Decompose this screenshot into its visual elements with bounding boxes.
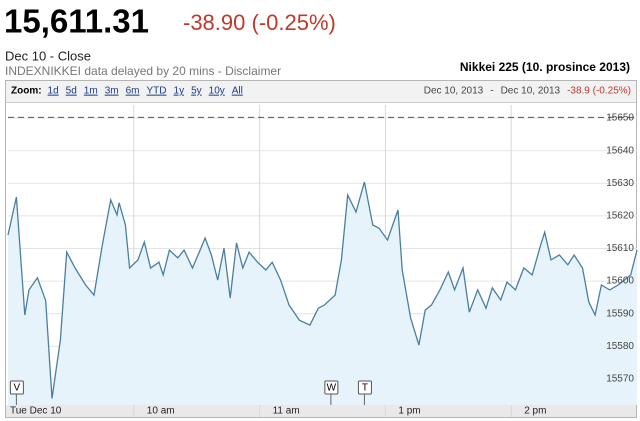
delay-note: INDEXNIKKEI data delayed by 20 mins - Di…	[5, 64, 281, 78]
y-tick-label: 15640	[606, 145, 634, 156]
x-tick-label: 1 pm	[398, 406, 420, 417]
price-change: -38.90 (-0.25%)	[183, 10, 336, 35]
zoom-option[interactable]: 5y	[191, 86, 202, 97]
range-end: Dec 10, 2013	[501, 86, 561, 97]
zoom-label: Zoom:	[11, 86, 42, 97]
zoom-option[interactable]: 1d	[48, 86, 59, 97]
y-tick-label: 15600	[606, 276, 634, 287]
price-line	[7, 181, 638, 399]
zoom-option[interactable]: 1m	[84, 86, 98, 97]
flag-label: V	[14, 383, 21, 394]
y-tick-label: 15590	[606, 308, 634, 319]
x-tick-label: 10 am	[147, 406, 175, 417]
y-tick-label: 15580	[606, 341, 634, 352]
zoom-option[interactable]: 6m	[126, 86, 140, 97]
x-tick-label: 11 am	[273, 406, 300, 417]
flag[interactable]	[324, 380, 339, 395]
range-info: Dec 10, 2013 - Dec 10, 2013 -38.9 (-0.25…	[424, 86, 631, 97]
zoom-option[interactable]: 5d	[66, 86, 77, 97]
x-tick-label: 2 pm	[524, 406, 546, 417]
x-tick-label: Tue Dec 10	[10, 406, 62, 417]
y-tick-label: 15620	[606, 211, 634, 222]
zoom-option[interactable]: YTD	[147, 86, 167, 97]
y-tick-label: 15570	[606, 374, 634, 385]
y-tick-label: 15650	[606, 113, 634, 124]
area	[8, 182, 637, 405]
flag-label: T	[362, 383, 368, 394]
close-label: Dec 10 - Close	[5, 48, 91, 63]
flag[interactable]	[357, 380, 372, 395]
price: 15,611.31	[4, 3, 149, 40]
range-separator: -	[490, 86, 493, 97]
flag-label: W	[327, 383, 337, 394]
chart-title: Nikkei 225 (10. prosince 2013)	[460, 60, 630, 74]
x-axis-band	[6, 405, 636, 417]
y-tick-label: 15610	[606, 243, 634, 254]
range-start: Dec 10, 2013	[424, 86, 484, 97]
y-tick-label: 15630	[606, 178, 634, 189]
zoom-option[interactable]: 10y	[209, 86, 225, 97]
zoom-bar	[6, 81, 636, 102]
zoom-option[interactable]: 3m	[105, 86, 119, 97]
range-change: -38.9 (-0.25%)	[567, 86, 631, 97]
flag[interactable]	[9, 380, 24, 395]
zoom-option[interactable]: 1y	[174, 86, 185, 97]
zoom-option[interactable]: All	[232, 86, 243, 97]
